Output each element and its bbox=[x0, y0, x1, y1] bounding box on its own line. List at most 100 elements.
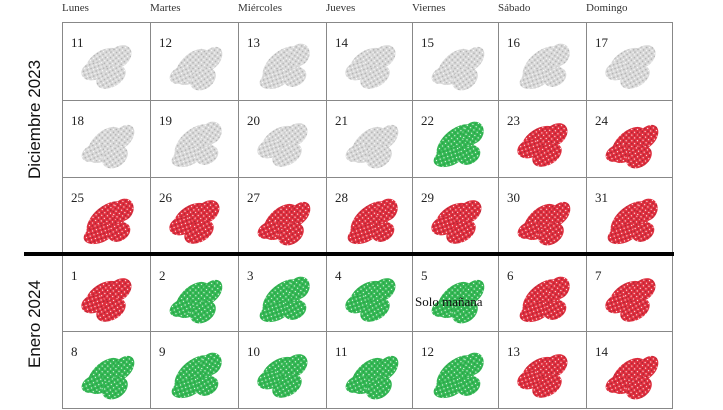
day-number: 31 bbox=[595, 190, 608, 205]
day-status-shape bbox=[81, 124, 135, 169]
day-status-shape bbox=[257, 354, 308, 398]
day-status-shape bbox=[433, 121, 484, 168]
day-status-shape bbox=[257, 201, 311, 246]
day-cell: 21 bbox=[326, 100, 413, 178]
day-cell: 30 bbox=[498, 177, 587, 256]
day-number: 19 bbox=[159, 113, 172, 128]
day-cell: 17 bbox=[586, 22, 673, 101]
day-number: 6 bbox=[507, 268, 514, 283]
day-number: 27 bbox=[247, 190, 260, 205]
day-cell: 23 bbox=[498, 100, 587, 178]
day-number: 13 bbox=[247, 35, 260, 50]
day-cell: 14 bbox=[326, 22, 413, 101]
day-number: 21 bbox=[335, 113, 348, 128]
day-note: Solo mañana bbox=[415, 294, 483, 309]
day-cell: 28 bbox=[326, 177, 413, 256]
day-status-shape bbox=[81, 45, 132, 89]
day-number: 22 bbox=[421, 113, 434, 128]
day-number: 30 bbox=[507, 190, 520, 205]
day-number: 4 bbox=[335, 268, 342, 283]
month-label: Enero 2024 bbox=[25, 279, 44, 368]
day-cell: 5 Solo mañana bbox=[412, 255, 499, 332]
day-status-shape bbox=[517, 354, 568, 398]
day-status-shape bbox=[81, 355, 135, 400]
weekday-header: Miércoles bbox=[238, 2, 282, 14]
day-status-shape bbox=[431, 279, 485, 324]
day-cell: 2 bbox=[150, 255, 239, 332]
day-number: 1 bbox=[71, 268, 78, 283]
day-status-shape bbox=[81, 278, 132, 322]
day-number: 3 bbox=[247, 268, 254, 283]
day-cell: 7 bbox=[586, 255, 673, 332]
day-status-shape bbox=[169, 200, 220, 244]
weekday-header: Viernes bbox=[412, 2, 446, 14]
day-number: 7 bbox=[595, 268, 602, 283]
weekday-header: Jueves bbox=[326, 2, 356, 14]
day-status-shape bbox=[259, 43, 310, 90]
day-status-shape bbox=[605, 278, 656, 322]
day-status-shape bbox=[431, 46, 485, 91]
day-number: 11 bbox=[335, 344, 348, 359]
day-number: 26 bbox=[159, 190, 172, 205]
weekday-header: Martes bbox=[150, 2, 181, 14]
day-number: 29 bbox=[421, 190, 434, 205]
day-cell: 8 bbox=[62, 331, 151, 409]
day-cell: 13 bbox=[498, 331, 587, 409]
day-cell: 16 bbox=[498, 22, 587, 101]
day-status-shape bbox=[517, 201, 571, 246]
month-divider bbox=[24, 252, 674, 256]
day-cell: 9 bbox=[150, 331, 239, 409]
day-number: 24 bbox=[595, 113, 608, 128]
day-number: 10 bbox=[247, 344, 260, 359]
day-cell: 11 bbox=[62, 22, 151, 101]
day-number: 20 bbox=[247, 113, 260, 128]
day-cell: 22 bbox=[412, 100, 499, 178]
day-cell: 10 bbox=[238, 331, 327, 409]
day-number: 5 bbox=[421, 268, 428, 283]
day-status-shape bbox=[345, 124, 399, 169]
day-number: 9 bbox=[159, 344, 166, 359]
day-status-shape bbox=[257, 123, 308, 167]
day-cell: 15 bbox=[412, 22, 499, 101]
day-status-shape bbox=[431, 200, 482, 244]
day-number: 14 bbox=[595, 344, 608, 359]
day-number: 15 bbox=[421, 35, 434, 50]
day-number: 17 bbox=[595, 35, 608, 50]
day-status-shape bbox=[433, 352, 484, 399]
day-status-shape bbox=[171, 352, 222, 399]
day-status-shape bbox=[605, 355, 659, 400]
day-status-shape bbox=[169, 279, 223, 324]
day-number: 12 bbox=[159, 35, 172, 50]
day-number: 2 bbox=[159, 268, 166, 283]
day-number: 28 bbox=[335, 190, 348, 205]
day-cell: 29 bbox=[412, 177, 499, 256]
day-status-shape bbox=[605, 45, 656, 89]
day-cell: 18 bbox=[62, 100, 151, 178]
weekday-header: Sábado bbox=[498, 2, 531, 14]
day-status-shape bbox=[605, 124, 659, 169]
day-cell: 4 bbox=[326, 255, 413, 332]
day-cell: 3 bbox=[238, 255, 327, 332]
day-status-shape bbox=[347, 198, 398, 245]
day-status-shape bbox=[171, 121, 222, 168]
day-cell: 12 bbox=[412, 331, 499, 409]
day-status-shape bbox=[607, 198, 658, 245]
day-status-shape bbox=[519, 43, 570, 90]
weekday-header: Lunes bbox=[62, 2, 89, 14]
day-cell: 19 bbox=[150, 100, 239, 178]
day-cell: 20 bbox=[238, 100, 327, 178]
day-status-shape bbox=[519, 276, 570, 323]
day-number: 25 bbox=[71, 190, 84, 205]
day-status-shape bbox=[345, 278, 396, 322]
day-cell: 26 bbox=[150, 177, 239, 256]
day-cell: 27 bbox=[238, 177, 327, 256]
day-cell: 6 bbox=[498, 255, 587, 332]
day-status-shape bbox=[259, 276, 310, 323]
day-cell: 14 bbox=[586, 331, 673, 409]
day-cell: 1 bbox=[62, 255, 151, 332]
day-number: 18 bbox=[71, 113, 84, 128]
day-number: 11 bbox=[71, 35, 84, 50]
day-number: 8 bbox=[71, 344, 78, 359]
day-status-shape bbox=[345, 355, 399, 400]
day-status-shape bbox=[83, 198, 134, 245]
